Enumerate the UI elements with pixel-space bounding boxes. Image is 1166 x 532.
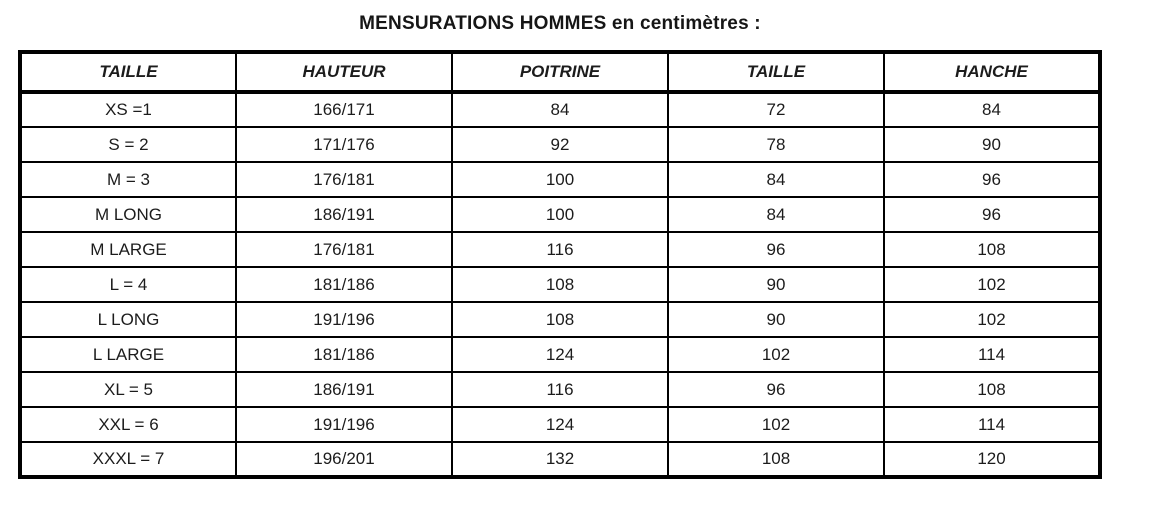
cell-taille: 90 xyxy=(667,266,885,303)
table-row-s: S = 2 171/176 92 78 90 xyxy=(19,126,1101,163)
cell-size: XL = 5 xyxy=(19,371,237,408)
cell-hauteur: 181/186 xyxy=(235,266,453,303)
cell-size: L LARGE xyxy=(19,336,237,373)
cell-size: L = 4 xyxy=(19,266,237,303)
cell-poitrine: 108 xyxy=(451,301,669,338)
cell-poitrine: 124 xyxy=(451,336,669,373)
cell-hauteur: 186/191 xyxy=(235,196,453,233)
cell-poitrine: 116 xyxy=(451,231,669,268)
cell-size: XS =1 xyxy=(19,91,237,128)
cell-hanche: 96 xyxy=(883,161,1101,198)
cell-taille: 84 xyxy=(667,196,885,233)
cell-taille: 84 xyxy=(667,161,885,198)
measurements-table: TAILLE HAUTEUR POITRINE TAILLE HANCHE XS… xyxy=(18,50,1102,479)
table-row-m: M = 3 176/181 100 84 96 xyxy=(19,161,1101,198)
column-header-taille-waist: TAILLE xyxy=(667,51,885,94)
cell-taille: 108 xyxy=(667,441,885,478)
cell-size: S = 2 xyxy=(19,126,237,163)
cell-poitrine: 92 xyxy=(451,126,669,163)
cell-size: L LONG xyxy=(19,301,237,338)
cell-hanche: 114 xyxy=(883,406,1101,443)
table-row-m-long: M LONG 186/191 100 84 96 xyxy=(19,196,1101,233)
cell-hauteur: 191/196 xyxy=(235,406,453,443)
table-row-l-large: L LARGE 181/186 124 102 114 xyxy=(19,336,1101,373)
cell-hanche: 102 xyxy=(883,301,1101,338)
cell-hanche: 84 xyxy=(883,91,1101,128)
cell-taille: 78 xyxy=(667,126,885,163)
table-row-xs: XS =1 166/171 84 72 84 xyxy=(19,91,1101,128)
column-header-hanche: HANCHE xyxy=(883,51,1101,94)
table-row-m-large: M LARGE 176/181 116 96 108 xyxy=(19,231,1101,268)
cell-size: XXXL = 7 xyxy=(19,441,237,478)
cell-poitrine: 124 xyxy=(451,406,669,443)
cell-hanche: 108 xyxy=(883,371,1101,408)
cell-hauteur: 186/191 xyxy=(235,371,453,408)
table-row-xxxl: XXXL = 7 196/201 132 108 120 xyxy=(19,441,1101,478)
cell-size: M LARGE xyxy=(19,231,237,268)
cell-hanche: 114 xyxy=(883,336,1101,373)
column-header-hauteur: HAUTEUR xyxy=(235,51,453,94)
cell-hanche: 108 xyxy=(883,231,1101,268)
cell-poitrine: 100 xyxy=(451,161,669,198)
cell-taille: 102 xyxy=(667,336,885,373)
cell-hanche: 96 xyxy=(883,196,1101,233)
cell-taille: 72 xyxy=(667,91,885,128)
cell-taille: 96 xyxy=(667,231,885,268)
cell-taille: 102 xyxy=(667,406,885,443)
cell-hauteur: 176/181 xyxy=(235,161,453,198)
cell-size: XXL = 6 xyxy=(19,406,237,443)
cell-poitrine: 108 xyxy=(451,266,669,303)
cell-taille: 96 xyxy=(667,371,885,408)
table-header: TAILLE HAUTEUR POITRINE TAILLE HANCHE xyxy=(19,51,1101,94)
cell-hauteur: 196/201 xyxy=(235,441,453,478)
cell-poitrine: 84 xyxy=(451,91,669,128)
column-header-taille-size: TAILLE xyxy=(19,51,237,94)
column-header-poitrine: POITRINE xyxy=(451,51,669,94)
cell-hanche: 90 xyxy=(883,126,1101,163)
cell-hauteur: 166/171 xyxy=(235,91,453,128)
cell-size: M LONG xyxy=(19,196,237,233)
cell-hauteur: 171/176 xyxy=(235,126,453,163)
cell-poitrine: 116 xyxy=(451,371,669,408)
cell-hanche: 102 xyxy=(883,266,1101,303)
table-row-xxl: XXL = 6 191/196 124 102 114 xyxy=(19,406,1101,443)
table-row-l-long: L LONG 191/196 108 90 102 xyxy=(19,301,1101,338)
table-row-xl: XL = 5 186/191 116 96 108 xyxy=(19,371,1101,408)
table-row-l: L = 4 181/186 108 90 102 xyxy=(19,266,1101,303)
cell-hauteur: 176/181 xyxy=(235,231,453,268)
cell-poitrine: 132 xyxy=(451,441,669,478)
cell-size: M = 3 xyxy=(19,161,237,198)
page-title: MENSURATIONS HOMMES en centimètres : xyxy=(359,13,761,34)
cell-hanche: 120 xyxy=(883,441,1101,478)
header-row: TAILLE HAUTEUR POITRINE TAILLE HANCHE xyxy=(19,51,1101,94)
cell-poitrine: 100 xyxy=(451,196,669,233)
cell-taille: 90 xyxy=(667,301,885,338)
cell-hauteur: 191/196 xyxy=(235,301,453,338)
table-body: XS =1 166/171 84 72 84 S = 2 171/176 92 … xyxy=(19,91,1101,478)
cell-hauteur: 181/186 xyxy=(235,336,453,373)
